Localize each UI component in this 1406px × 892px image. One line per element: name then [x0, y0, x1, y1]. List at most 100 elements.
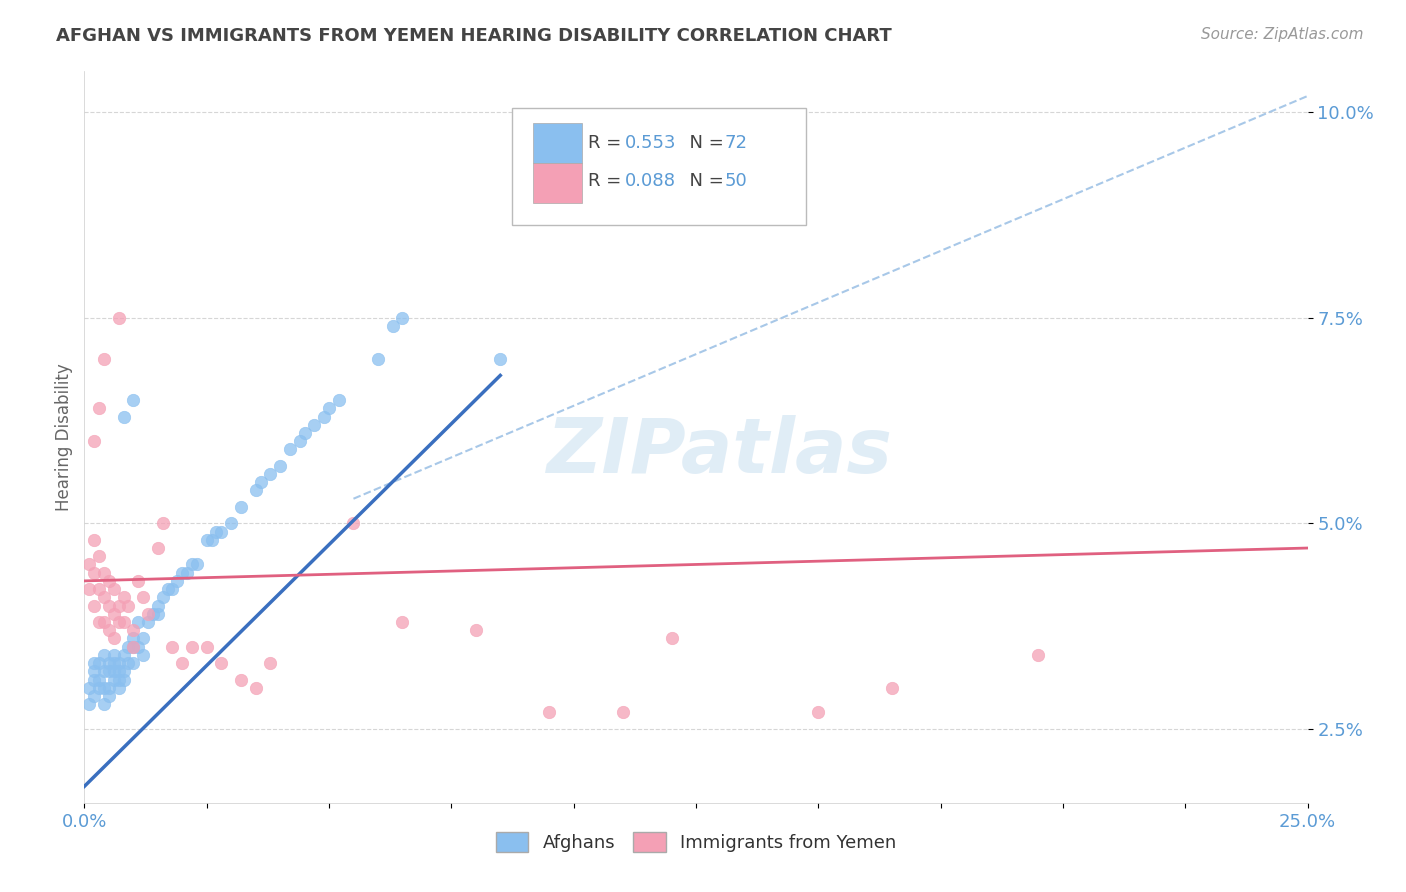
- Point: [229, 673, 252, 687]
- Point: [200, 533, 222, 547]
- Point: [83, 673, 105, 687]
- Point: [87, 582, 110, 596]
- Point: [880, 681, 903, 695]
- Point: [229, 500, 252, 514]
- Point: [97, 656, 120, 670]
- Point: [93, 351, 115, 366]
- Point: [195, 533, 218, 547]
- Point: [342, 516, 364, 531]
- Y-axis label: Hearing Disability: Hearing Disability: [55, 363, 73, 511]
- Point: [122, 624, 145, 638]
- Point: [132, 632, 155, 646]
- Text: R =: R =: [588, 172, 627, 190]
- Point: [87, 549, 110, 564]
- Point: [97, 681, 120, 695]
- Point: [103, 632, 125, 646]
- Text: 72: 72: [724, 134, 747, 152]
- Point: [103, 665, 125, 679]
- Point: [489, 351, 512, 366]
- Point: [103, 673, 125, 687]
- Point: [83, 566, 105, 580]
- FancyBboxPatch shape: [513, 108, 806, 225]
- Point: [288, 434, 311, 449]
- Text: 0.553: 0.553: [626, 134, 676, 152]
- Point: [97, 665, 120, 679]
- Point: [103, 656, 125, 670]
- Point: [172, 566, 194, 580]
- Point: [112, 648, 135, 662]
- Point: [195, 640, 218, 654]
- Point: [367, 351, 389, 366]
- Point: [87, 681, 110, 695]
- Point: [538, 706, 561, 720]
- Point: [294, 425, 316, 440]
- Point: [122, 640, 145, 654]
- Point: [162, 582, 184, 596]
- Point: [122, 656, 145, 670]
- Point: [278, 442, 301, 457]
- Point: [205, 524, 228, 539]
- Point: [259, 656, 281, 670]
- Point: [83, 434, 105, 449]
- Point: [77, 558, 100, 572]
- Point: [107, 310, 129, 325]
- Point: [107, 615, 129, 629]
- Point: [103, 648, 125, 662]
- Point: [146, 541, 169, 555]
- Point: [166, 574, 188, 588]
- Point: [107, 599, 129, 613]
- Legend: Afghans, Immigrants from Yemen: Afghans, Immigrants from Yemen: [488, 825, 904, 860]
- Text: N =: N =: [678, 172, 730, 190]
- Point: [146, 599, 169, 613]
- Point: [142, 607, 165, 621]
- Point: [209, 656, 232, 670]
- Point: [122, 393, 145, 408]
- Point: [136, 615, 159, 629]
- Point: [112, 409, 135, 424]
- Point: [112, 615, 135, 629]
- Point: [77, 697, 100, 711]
- Text: 50: 50: [724, 172, 747, 190]
- Point: [87, 673, 110, 687]
- Point: [127, 640, 149, 654]
- Point: [186, 558, 208, 572]
- Point: [156, 582, 179, 596]
- Point: [1028, 648, 1050, 662]
- Point: [83, 533, 105, 547]
- Text: R =: R =: [588, 134, 627, 152]
- Point: [132, 648, 155, 662]
- Point: [97, 624, 120, 638]
- Point: [661, 632, 683, 646]
- Point: [117, 656, 139, 670]
- Point: [117, 599, 139, 613]
- Point: [77, 582, 100, 596]
- Point: [381, 319, 404, 334]
- Point: [93, 697, 115, 711]
- Point: [107, 656, 129, 670]
- Point: [83, 689, 105, 703]
- Point: [87, 615, 110, 629]
- Point: [112, 591, 135, 605]
- Point: [87, 401, 110, 416]
- Point: [107, 681, 129, 695]
- Point: [97, 599, 120, 613]
- Point: [245, 483, 267, 498]
- Point: [245, 681, 267, 695]
- Point: [83, 665, 105, 679]
- Point: [152, 516, 174, 531]
- Point: [318, 401, 340, 416]
- Point: [269, 458, 291, 473]
- Point: [93, 591, 115, 605]
- Point: [97, 574, 120, 588]
- Point: [162, 640, 184, 654]
- Point: [127, 574, 149, 588]
- Point: [87, 656, 110, 670]
- Point: [112, 673, 135, 687]
- Point: [117, 640, 139, 654]
- Point: [176, 566, 198, 580]
- FancyBboxPatch shape: [533, 122, 582, 163]
- Point: [93, 566, 115, 580]
- Point: [391, 615, 413, 629]
- Point: [93, 665, 115, 679]
- Point: [103, 607, 125, 621]
